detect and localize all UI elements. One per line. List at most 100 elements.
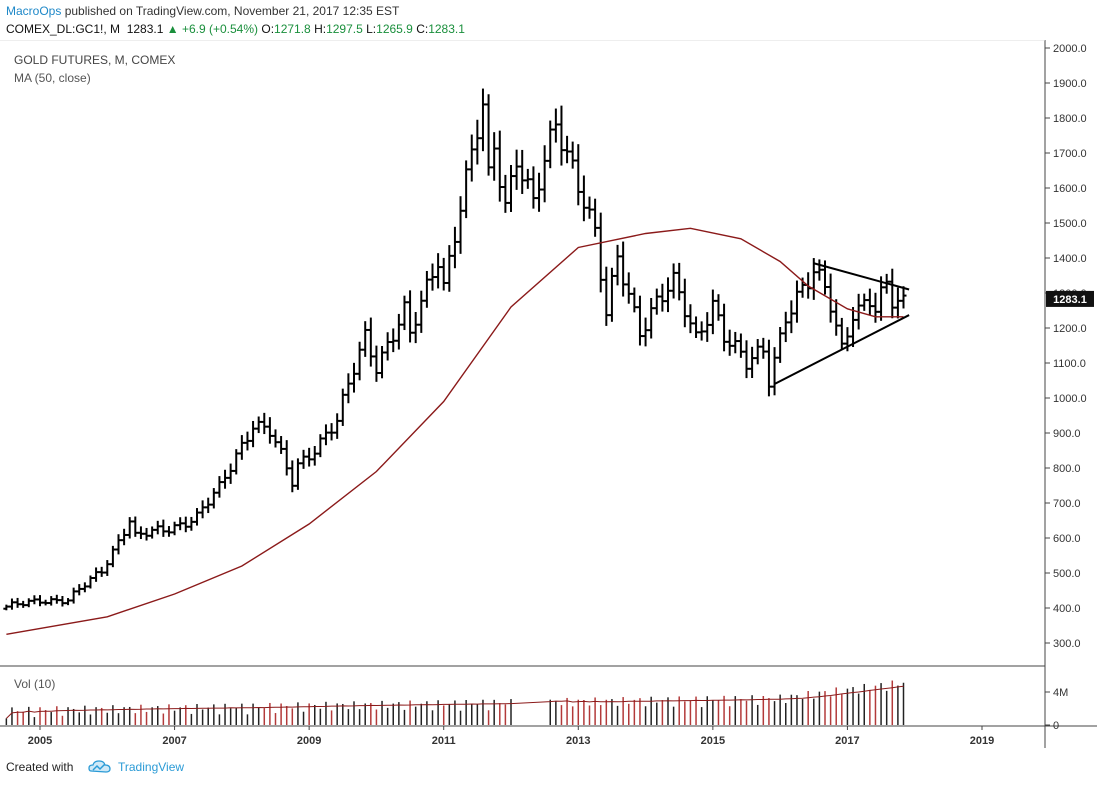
- triangle-upper-trendline: [813, 262, 910, 291]
- header-bar: MacroOps published on TradingView.com, N…: [0, 0, 1097, 42]
- created-with-label: Created with: [6, 760, 74, 774]
- ohlc-bar: [37, 595, 43, 607]
- ohlc-bar: [569, 141, 576, 169]
- last-price-label: 1283.1: [1053, 294, 1087, 306]
- ohlc-bar: [889, 268, 896, 319]
- ohlc-bar: [317, 434, 324, 458]
- author-link[interactable]: MacroOps: [6, 4, 62, 18]
- ohlc-bar: [322, 424, 329, 446]
- volume-label: Vol (10): [14, 677, 55, 691]
- ohlc-bar: [255, 416, 262, 434]
- y-tick-label: 2000.0: [1053, 43, 1087, 55]
- ohlc-bar: [479, 88, 486, 152]
- ma50-line: [6, 227, 904, 635]
- ohlc-bar: [351, 362, 357, 393]
- ohlc-bar: [765, 339, 772, 397]
- ohlc-bar: [653, 288, 660, 315]
- ohlc-bar: [485, 94, 492, 176]
- ohlc-bar: [440, 257, 447, 291]
- ohlc-bar: [508, 165, 514, 212]
- y-tick-label: 500.0: [1053, 568, 1081, 580]
- ohlc-bar: [362, 321, 369, 357]
- ohlc-bar: [65, 598, 72, 606]
- ohlc-bar: [104, 560, 111, 576]
- ohlc-bar: [771, 347, 778, 396]
- ohlc-bar: [132, 516, 139, 537]
- ohlc-bar: [300, 449, 307, 469]
- ohlc-bar: [384, 332, 391, 361]
- ohlc-bar: [70, 587, 77, 604]
- ohlc-bar: [98, 566, 105, 577]
- ohlc-bar: [782, 311, 789, 343]
- ohlc-bar: [681, 278, 688, 328]
- y-tick-label: 900.0: [1053, 428, 1081, 440]
- ohlc-bar: [474, 119, 481, 165]
- ohlc-bar: [872, 292, 879, 323]
- ohlc-bar: [311, 445, 318, 466]
- ohlc-bar: [446, 245, 453, 292]
- ohlc-bar: [625, 272, 632, 304]
- high-value: 1297.5: [326, 22, 363, 36]
- x-tick-label: 2011: [432, 735, 456, 747]
- ohlc-bar: [401, 295, 408, 331]
- ohlc-bar: [530, 166, 537, 209]
- ohlc-bar: [81, 582, 88, 593]
- ohlc-bar: [412, 312, 419, 344]
- ohlc-bar: [726, 329, 733, 356]
- x-tick-label: 2007: [162, 735, 186, 747]
- y-tick-label: 1500.0: [1053, 218, 1087, 230]
- ohlc-bar: [592, 198, 599, 237]
- ohlc-bar: [20, 600, 27, 608]
- symbol-line: COMEX_DL:GC1!, M 1283.1 ▲ +6.9 (+0.54%) …: [6, 22, 465, 36]
- y-tick-label: 800.0: [1053, 463, 1081, 475]
- ohlc-bar: [760, 337, 767, 359]
- ohlc-bar: [816, 259, 823, 281]
- ohlc-bar: [513, 149, 520, 190]
- ohlc-bar: [732, 331, 739, 354]
- ohlc-bar: [115, 534, 122, 555]
- ohlc-bar: [564, 135, 571, 164]
- ohlc-bar: [749, 346, 756, 379]
- ohlc-bar: [165, 526, 172, 537]
- ohlc-bar: [126, 517, 133, 539]
- open-label: O:: [261, 22, 275, 36]
- high-label: H:: [314, 22, 327, 36]
- indicator-label: MA (50, close): [14, 71, 91, 85]
- price-chart[interactable]: 2000.0 1900.0 1800.0 1700.0 1600.0 1500.0 1400…: [0, 40, 1097, 752]
- ohlc-bar: [283, 440, 290, 476]
- volume-series: [5, 680, 905, 725]
- ohlc-bar: [687, 304, 694, 334]
- x-tick-label: 2017: [835, 735, 859, 747]
- x-tick-label: 2009: [297, 735, 321, 747]
- y-tick-label: 1000.0: [1053, 393, 1087, 405]
- ohlc-bar: [244, 431, 251, 451]
- ohlc-bar: [76, 584, 83, 596]
- ohlc-bar: [48, 596, 55, 606]
- ohlc-bar: [53, 594, 60, 604]
- ohlc-bar: [850, 307, 857, 348]
- ohlc-bar: [737, 333, 744, 358]
- ohlc-bar: [42, 599, 49, 606]
- ohlc-bar: [552, 108, 559, 143]
- ohlc-bar: [788, 300, 795, 334]
- ohlc-bar: [345, 373, 352, 404]
- footer: Created with TradingView: [0, 752, 1097, 785]
- ohlc-bar: [154, 520, 161, 535]
- ohlc-bar: [294, 458, 301, 490]
- ohlc-bar: [435, 253, 442, 289]
- ohlc-bar: [160, 519, 167, 537]
- symbol-label: COMEX_DL:GC1!, M: [6, 22, 121, 36]
- tradingview-cloud-icon: [88, 760, 111, 773]
- ohlc-bar: [278, 436, 285, 454]
- ohlc-bar: [693, 316, 700, 338]
- ohlc-bar: [121, 528, 128, 546]
- ohlc-bar: [93, 567, 100, 582]
- ohlc-bar: [171, 521, 178, 536]
- ohlc-bar: [631, 287, 638, 313]
- ohlc-bar: [457, 196, 464, 254]
- ohlc-bar: [205, 497, 212, 514]
- ohlc-bar: [541, 145, 548, 203]
- triangle-lower-trendline: [774, 314, 910, 385]
- tradingview-link[interactable]: TradingView: [118, 760, 185, 774]
- y-tick-label: 1700.0: [1053, 148, 1087, 160]
